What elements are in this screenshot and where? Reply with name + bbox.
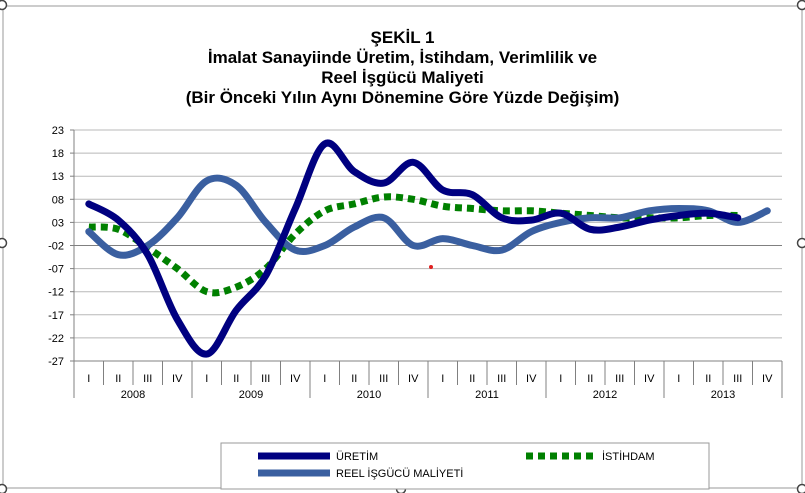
x-tick-label-quarter: IV <box>526 373 537 385</box>
x-tick-label-year: 2011 <box>475 389 499 401</box>
y-tick-label: 23 <box>52 125 64 137</box>
x-tick-label-year: 2010 <box>357 389 381 401</box>
y-tick-label: 03 <box>52 217 64 229</box>
series-layer <box>85 139 771 358</box>
series-line-uretim <box>85 139 742 358</box>
x-tick-label-quarter: III <box>261 373 270 385</box>
x-tick-label-quarter: II <box>587 373 593 385</box>
y-tick-label: -17 <box>48 310 64 322</box>
legend-box <box>220 442 710 490</box>
x-tick-label-quarter: II <box>115 373 121 385</box>
x-tick-label-year: 2008 <box>121 389 145 401</box>
y-tick-label: -27 <box>48 356 64 368</box>
x-tick-label-quarter: III <box>733 373 742 385</box>
x-tick-label-quarter: II <box>233 373 239 385</box>
x-tick-label-year: 2009 <box>239 389 263 401</box>
x-tick-label-quarter: IV <box>290 373 301 385</box>
x-tick-label-quarter: I <box>205 373 208 385</box>
x-tick-label-quarter: I <box>441 373 444 385</box>
resize-handle-top-right[interactable] <box>796 0 805 11</box>
y-tick-label: -22 <box>48 333 64 345</box>
y-axis: 23 18 13 08 03 -02 -07 -12 -17 -22 -27 <box>48 125 75 368</box>
x-axis: I II III IV I II III IV I II III IV I II III IV I II III IV… <box>73 360 783 401</box>
resize-handle-mid-right[interactable] <box>796 237 805 249</box>
x-tick-label-quarter: I <box>87 373 90 385</box>
x-tick-label-quarter: III <box>379 373 388 385</box>
x-tick-label-year: 2012 <box>593 389 617 401</box>
x-tick-label-quarter: IV <box>644 373 655 385</box>
x-tick-label-quarter: I <box>323 373 326 385</box>
legend-label-uretim: ÜRETİM <box>336 450 378 463</box>
x-tick-label-quarter: I <box>677 373 680 385</box>
y-tick-label: 08 <box>52 194 64 206</box>
x-tick-label-quarter: II <box>705 373 711 385</box>
legend-label-reel-isgucu: REEL İŞGÜCÜ MALİYETİ <box>336 467 463 480</box>
x-tick-label-quarter: II <box>469 373 475 385</box>
y-tick-label: -12 <box>48 287 64 299</box>
x-tick-label-year: 2013 <box>711 389 735 401</box>
x-tick-label-quarter: I <box>559 373 562 385</box>
resize-handle-mid-left[interactable] <box>0 237 8 249</box>
y-tick-label: -07 <box>48 264 64 276</box>
x-tick-label-quarter: IV <box>762 373 773 385</box>
x-tick-label-quarter: II <box>351 373 357 385</box>
resize-handle-bottom-right[interactable] <box>796 483 805 493</box>
legend-label-istihdam: İSTİHDAM <box>602 450 655 463</box>
legend: ÜRETİM İSTİHDAM REEL İŞGÜCÜ MALİYETİ <box>220 442 710 490</box>
x-tick-label-quarter: III <box>497 373 506 385</box>
resize-handle-bottom-left[interactable] <box>0 483 8 493</box>
y-tick-label: -02 <box>48 241 64 253</box>
x-tick-label-quarter: III <box>143 373 152 385</box>
x-tick-label-quarter: IV <box>408 373 419 385</box>
x-tick-label-quarter: IV <box>172 373 183 385</box>
y-tick-label: 18 <box>52 148 64 160</box>
resize-handle-top-left[interactable] <box>0 0 8 11</box>
y-tick-label: 13 <box>52 171 64 183</box>
x-tick-label-quarter: III <box>615 373 624 385</box>
stray-data-marker <box>429 265 433 269</box>
series-line-reel-isgucu-maliyeti <box>85 174 771 259</box>
